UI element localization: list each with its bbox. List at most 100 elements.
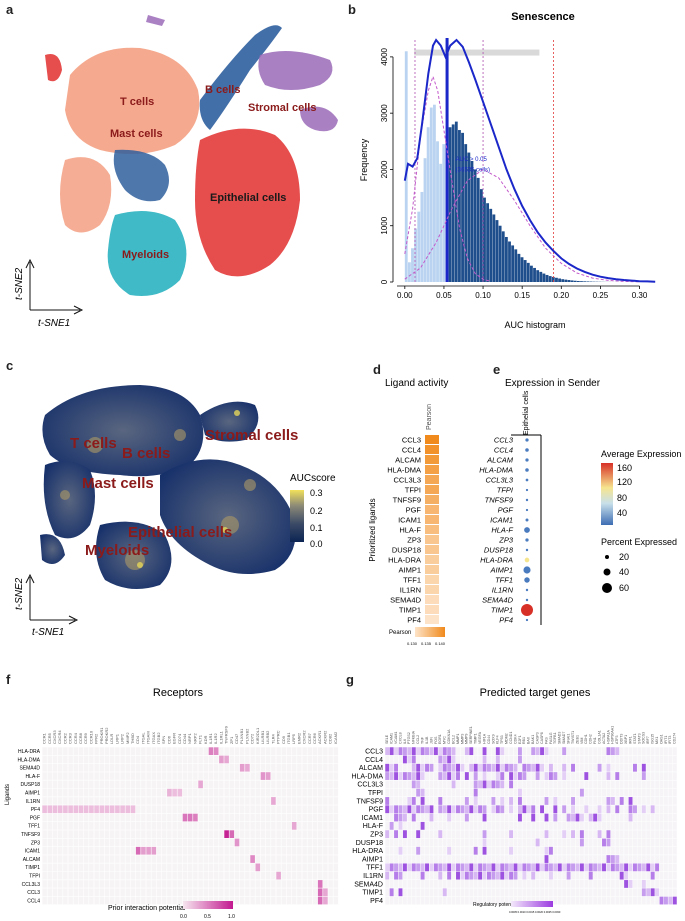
sender-gene-label: SEMA4D: [482, 596, 513, 605]
regulatory-cell: [571, 797, 575, 805]
ligand-label: IL1RN: [400, 586, 421, 595]
regulatory-cell: [402, 863, 407, 872]
pct-expressed-legend-title: Percent Expressed: [601, 537, 677, 547]
target-gene-label: SELE: [385, 734, 389, 744]
regulatory-cell: [473, 863, 478, 872]
regulatory-cell: [473, 763, 478, 772]
hist-bar: [476, 177, 480, 282]
target-gene-label: IL1B: [425, 736, 429, 744]
regulatory-cell: [451, 747, 456, 756]
ligand-row-label: PGF: [369, 807, 383, 814]
y-tick-label: 4000: [380, 47, 389, 65]
regulatory-cell: [628, 863, 633, 872]
ligand-row-label: HLA-DRA: [18, 749, 41, 755]
regulatory-cell: [624, 880, 629, 888]
regulatory-cell: [482, 838, 487, 847]
regulatory-cell: [460, 805, 465, 814]
receptor-label: IL1R2: [213, 733, 218, 744]
regulatory-cell: [540, 805, 545, 814]
ligand-row-label: PF4: [31, 807, 40, 813]
regulatory-cell: [416, 772, 421, 780]
regulatory-cell: [575, 863, 580, 872]
hist-bar: [504, 236, 508, 282]
regulatory-cell: [389, 772, 394, 780]
ligand-activity-heatmap: CCL3CCL4ALCAMHLA-DMACCL3L3TFPITNFSF9PGFI…: [387, 435, 439, 625]
ligand-row-label: ICAM1: [362, 815, 384, 822]
regulatory-cell: [411, 863, 416, 872]
regulatory-cell: [411, 797, 416, 805]
sender-gene-label: DUSP18: [484, 546, 514, 555]
receptor-label: LRP5: [291, 733, 296, 744]
reg-legend-ticks: 0.0005 0.0010 0.0015 0.0020 0.0025 0.003…: [509, 910, 561, 914]
regulatory-cell: [535, 838, 540, 847]
regulatory-cell: [447, 871, 452, 880]
reg-legend-title: Regulatory potential: [473, 902, 517, 908]
panel-letter-c: c: [6, 358, 14, 373]
hist-bar: [567, 280, 571, 282]
receptors-background: [42, 747, 339, 905]
regulatory-cell: [385, 797, 390, 805]
chart-b-title: Senescence: [511, 11, 575, 23]
ligand-row-label: IL1RN: [26, 799, 41, 805]
interaction-cell: [317, 888, 323, 897]
regulatory-cell: [495, 772, 500, 780]
regulatory-cell: [544, 846, 549, 855]
regulatory-cell: [571, 813, 575, 822]
sender-gene-label: HLA-F: [491, 526, 513, 535]
regulatory-cell: [531, 805, 536, 814]
regulatory-cell: [522, 863, 527, 872]
regulatory-cell: [500, 747, 505, 756]
regulatory-cell: [416, 830, 421, 839]
receptor-label: CCR5: [47, 732, 52, 744]
fit-curve-2: [404, 168, 640, 283]
hist-bar: [558, 278, 561, 282]
sender-gene-label: TFF1: [495, 576, 513, 585]
receptor-label: CD9: [281, 735, 286, 744]
interaction-cell: [234, 838, 240, 847]
interaction-cell: [182, 813, 188, 822]
target-gene-label: CCL2: [416, 735, 420, 744]
regulatory-cell: [531, 747, 536, 756]
hist-bar: [461, 132, 464, 282]
ligand-label: CCL3L3: [393, 476, 421, 485]
interaction-cell: [276, 871, 281, 880]
regulatory-cell: [464, 747, 469, 756]
regulatory-cell: [438, 830, 443, 839]
regulatory-cell: [588, 863, 593, 872]
regulatory-cell: [407, 805, 412, 814]
regulatory-cell: [637, 863, 642, 872]
receptor-label: CXCR2: [302, 730, 307, 744]
target-gene-label: CD44: [487, 735, 491, 744]
regulatory-cell: [394, 763, 399, 772]
regulatory-cell: [615, 855, 620, 863]
regulatory-cell: [482, 830, 487, 839]
prior-legend-title: Prior interaction potential: [108, 905, 186, 912]
avg-expression-tick-3: 40: [617, 508, 627, 518]
auc-legend-tick-0: 0.3: [310, 488, 323, 498]
tsne-a-xlabel: t-SNE1: [38, 318, 70, 329]
regulatory-cell: [411, 805, 416, 814]
regulatory-cell: [482, 763, 487, 772]
tsne-cluster-epithelial: [45, 54, 300, 277]
tsne-c-label-epithelial: Epithelial cells: [128, 524, 232, 541]
hist-bar: [514, 249, 518, 282]
pearson-cell: [425, 585, 439, 594]
sender-gene-label: IL1RN: [492, 586, 514, 595]
pearson-cell: [425, 495, 439, 504]
threshold-annotation-line1: AUC > 0.05: [456, 157, 488, 163]
regulatory-cell: [447, 772, 452, 780]
regulatory-cell: [633, 763, 637, 772]
regulatory-cell: [411, 763, 416, 772]
interaction-cell: [42, 805, 47, 814]
interaction-cell: [224, 830, 229, 838]
regulatory-cell: [606, 805, 611, 814]
receptor-label: CCR10: [88, 730, 93, 744]
regulatory-cell: [420, 863, 425, 872]
interaction-cell: [94, 805, 99, 814]
regulatory-cell: [433, 747, 438, 756]
regulatory-cell: [500, 871, 505, 880]
target-gene-label: CDKN1A: [447, 729, 451, 744]
pearson-cell: [425, 505, 439, 514]
interaction-cell: [120, 805, 125, 814]
interaction-cell: [265, 772, 271, 780]
